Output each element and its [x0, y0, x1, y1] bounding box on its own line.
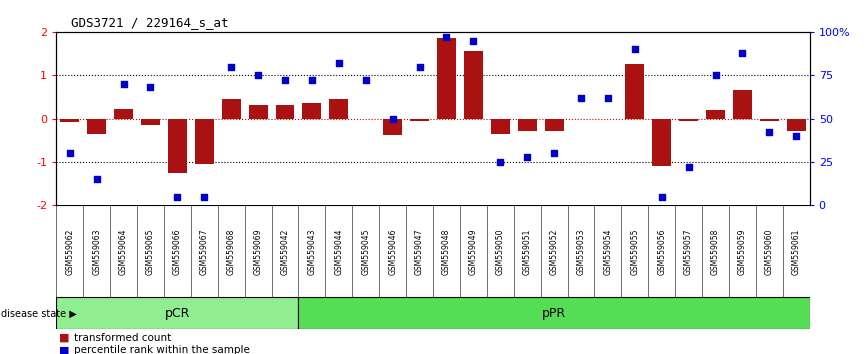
Bar: [61, 119, 79, 122]
Bar: [87, 119, 106, 134]
Point: [628, 46, 642, 52]
Point: [601, 95, 615, 101]
Text: pCR: pCR: [165, 307, 190, 320]
Bar: [679, 119, 698, 121]
Point: [305, 78, 319, 83]
Point: [90, 176, 104, 182]
Point: [171, 194, 184, 200]
Text: GSM559049: GSM559049: [469, 228, 478, 275]
Point: [762, 130, 776, 135]
Point: [251, 73, 265, 78]
Point: [467, 38, 481, 44]
Text: GSM559060: GSM559060: [765, 228, 774, 275]
Point: [412, 64, 426, 69]
Text: GSM559044: GSM559044: [334, 228, 343, 275]
Point: [520, 154, 534, 160]
Bar: [168, 119, 187, 173]
Point: [144, 85, 158, 90]
Text: transformed count: transformed count: [74, 333, 171, 343]
Bar: [329, 99, 348, 119]
Bar: [464, 51, 482, 119]
Text: GSM559057: GSM559057: [684, 228, 693, 275]
Bar: [706, 110, 725, 119]
Point: [574, 95, 588, 101]
Point: [359, 78, 372, 83]
Point: [789, 133, 803, 139]
Bar: [195, 119, 214, 164]
Bar: [222, 99, 241, 119]
Bar: [625, 64, 644, 119]
Text: GSM559059: GSM559059: [738, 228, 747, 275]
Bar: [384, 119, 402, 135]
Bar: [114, 109, 133, 119]
Text: GSM559046: GSM559046: [388, 228, 397, 275]
Bar: [141, 119, 160, 125]
Bar: [275, 105, 294, 119]
Point: [655, 194, 669, 200]
Text: GSM559067: GSM559067: [200, 228, 209, 275]
Bar: [299, 297, 810, 329]
Bar: [302, 103, 321, 119]
Bar: [652, 119, 671, 166]
Point: [224, 64, 238, 69]
Point: [197, 194, 211, 200]
Text: GSM559045: GSM559045: [361, 228, 371, 275]
Text: GSM559048: GSM559048: [442, 228, 451, 275]
Point: [332, 60, 346, 66]
Bar: [787, 119, 805, 131]
Point: [117, 81, 131, 87]
Text: GSM559042: GSM559042: [281, 228, 289, 275]
Point: [440, 34, 454, 40]
Text: pPR: pPR: [542, 307, 566, 320]
Bar: [249, 105, 268, 119]
Text: GSM559050: GSM559050: [495, 228, 505, 275]
Text: GSM559063: GSM559063: [92, 228, 101, 275]
Text: ■: ■: [59, 333, 69, 343]
Text: GSM559064: GSM559064: [119, 228, 128, 275]
Text: GSM559055: GSM559055: [630, 228, 639, 275]
Point: [547, 150, 561, 156]
Text: GSM559047: GSM559047: [415, 228, 424, 275]
Point: [735, 50, 749, 56]
Point: [63, 150, 77, 156]
Bar: [491, 119, 510, 134]
Bar: [410, 119, 429, 121]
Text: GSM559056: GSM559056: [657, 228, 666, 275]
Text: GSM559066: GSM559066: [173, 228, 182, 275]
Text: GSM559051: GSM559051: [523, 228, 532, 275]
Bar: [56, 297, 299, 329]
Text: ■: ■: [59, 346, 69, 354]
Point: [494, 159, 507, 165]
Text: GSM559052: GSM559052: [550, 228, 559, 275]
Text: percentile rank within the sample: percentile rank within the sample: [74, 346, 249, 354]
Bar: [518, 119, 537, 131]
Text: GDS3721 / 229164_s_at: GDS3721 / 229164_s_at: [71, 16, 229, 29]
Text: GSM559053: GSM559053: [577, 228, 585, 275]
Text: GSM559058: GSM559058: [711, 228, 720, 275]
Bar: [760, 119, 779, 121]
Point: [682, 164, 695, 170]
Bar: [733, 90, 752, 119]
Point: [278, 78, 292, 83]
Point: [385, 116, 399, 121]
Text: GSM559061: GSM559061: [792, 228, 801, 275]
Text: GSM559069: GSM559069: [254, 228, 262, 275]
Text: GSM559043: GSM559043: [307, 228, 316, 275]
Bar: [545, 119, 564, 131]
Text: GSM559062: GSM559062: [65, 228, 74, 275]
Bar: [437, 38, 456, 119]
Text: GSM559065: GSM559065: [146, 228, 155, 275]
Point: [708, 73, 722, 78]
Text: GSM559068: GSM559068: [227, 228, 236, 275]
Text: disease state ▶: disease state ▶: [1, 308, 76, 318]
Text: GSM559054: GSM559054: [604, 228, 612, 275]
